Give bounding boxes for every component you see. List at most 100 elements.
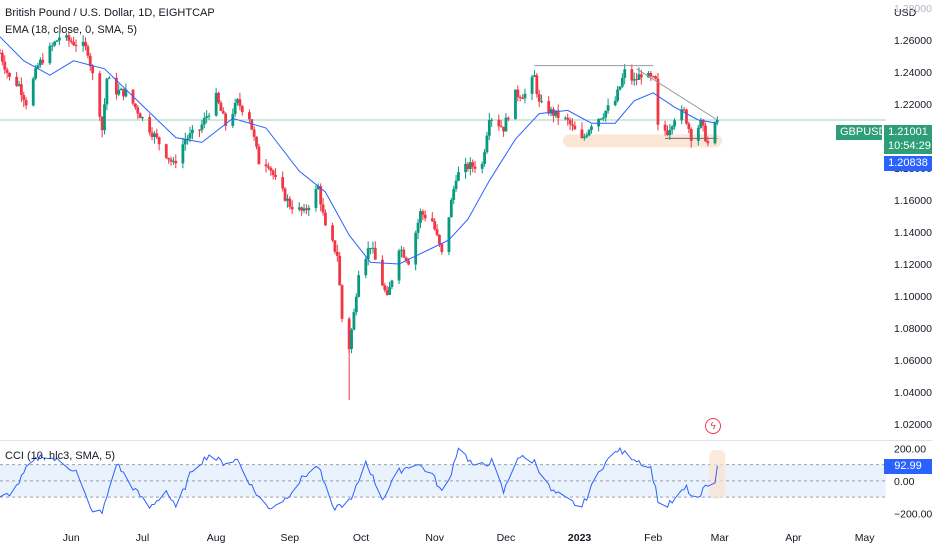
candle-body [381,259,384,286]
candle-body [354,296,358,313]
candle-body [240,106,244,113]
time-axis-label: Jun [63,532,80,544]
candle-body [568,119,572,125]
candle-body [440,243,444,252]
candle-body [200,124,204,131]
candle-body [523,93,527,99]
time-axis-label: 2023 [568,532,592,544]
candle-body [616,89,619,101]
candle-body [685,109,688,124]
candle-body [191,129,194,134]
candle-body [181,144,185,164]
candle-body [316,186,320,190]
price-axis-currency: USD [894,7,917,19]
candle-body [620,77,624,87]
candle-body [504,117,508,132]
candle-body [5,69,9,73]
candle-body [314,189,318,208]
candle-body [402,249,406,258]
candle-body [155,133,159,138]
candle-body [416,222,420,233]
candle-body [506,117,510,120]
candle-body [452,189,456,200]
price-axis-tick: 1.10000 [894,291,932,303]
candle-body [98,73,102,117]
cci-highlight [709,449,726,499]
candle-body [366,248,370,259]
candle-body [639,74,643,78]
candle-body [400,249,403,251]
candle-body [186,138,190,140]
candle-body [15,76,19,86]
price-axis-tick: 1.24000 [894,67,932,79]
candle-body [649,72,653,77]
price-axis-tick: 1.22000 [894,99,932,111]
price-axis-tick: 1.04000 [894,387,932,399]
candle-body [34,68,38,79]
candle-body [8,72,11,77]
candle-body [701,119,705,126]
candle-body [371,247,375,249]
candle-body [167,157,171,160]
candle-body [454,180,458,190]
candle-body [138,113,142,119]
candle-body [438,234,441,244]
candle-body [19,84,23,95]
candle-body [680,109,684,121]
candle-body [86,46,90,56]
candle-body [103,104,106,131]
candle-body [300,207,304,211]
price-axis-tick: 1.12000 [894,259,932,271]
candle-body [580,129,584,139]
candle-body [48,45,52,64]
symbol-price-tag: GBPUSD [836,125,886,140]
cci-legend[interactable]: CCI (10, hlc3, SMA, 5) [5,450,116,462]
candles-layer [0,32,719,400]
candle-body [271,170,275,176]
candle-body [687,123,691,129]
candle-body [464,163,467,173]
candle-body [530,76,534,94]
candle-body [651,76,655,78]
lightning-alert-icon[interactable]: ϟ [705,418,721,434]
candle-body [335,251,339,256]
candle-body [183,139,187,145]
candle-body [290,206,294,210]
candle-body [606,105,610,111]
candle-body [31,78,35,106]
candle-body [0,52,4,62]
candle-body [53,41,57,46]
candle-body [490,119,494,121]
candle-body [333,240,337,252]
candle-body [540,101,543,103]
candle-body [533,75,536,77]
candle-body [554,110,558,116]
candle-body [307,207,311,211]
candle-body [473,166,477,169]
axis-layer: USD1.280001.260001.240001.220001.200001.… [63,3,932,544]
candle-body [65,35,68,38]
candle-body [119,88,123,91]
candle-body [715,119,719,123]
candle-body [604,110,608,118]
time-axis-label: Oct [353,532,369,544]
candle-body [207,115,211,117]
time-axis-label: Aug [207,532,226,544]
candle-body [105,78,109,105]
bar-countdown-tag: 10:54:29 [884,139,932,154]
time-axis-label: Mar [711,532,730,544]
candle-body [319,186,323,205]
price-axis-tick: 1.16000 [894,195,932,207]
candle-body [252,129,256,137]
candle-body [601,117,605,119]
candle-body [385,290,389,295]
candle-body [635,79,638,81]
candle-body [682,109,686,111]
candle-body [38,59,42,66]
candle-body [556,110,560,118]
candle-body [435,229,439,235]
candle-body [288,198,292,207]
ema-legend[interactable]: EMA (18, close, 0, SMA, 5) [5,24,138,36]
time-axis-label: Feb [644,532,662,544]
